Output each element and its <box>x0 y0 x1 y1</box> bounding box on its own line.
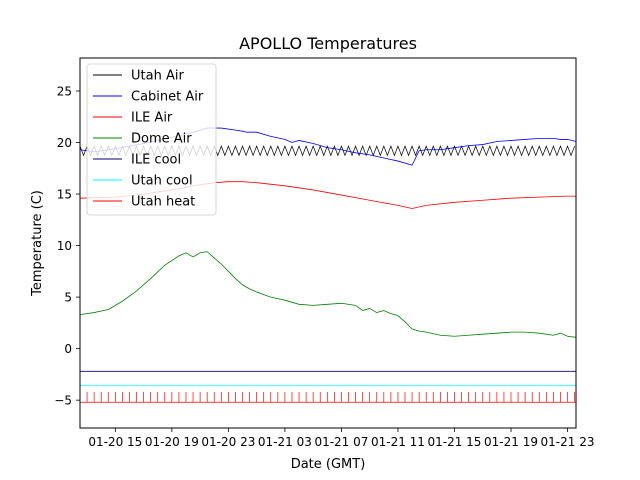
x-axis: 01-20 15 01-20 19 01-20 23 01-21 03 01-21 07… <box>88 428 594 449</box>
legend-item-dome-air: Dome Air <box>93 132 192 147</box>
legend-label: Utah cool <box>131 174 193 189</box>
legend-label: Cabinet Air <box>131 90 204 105</box>
x-tick-label: 01-21 19 <box>484 435 538 449</box>
x-tick-label: 01-21 07 <box>314 435 368 449</box>
x-tick-label: 01-20 15 <box>88 435 142 449</box>
x-tick-label: 01-20 19 <box>145 435 199 449</box>
legend-label: ILE Air <box>131 111 173 126</box>
legend-label: Utah Air <box>131 69 184 84</box>
legend-item-utah-cool: Utah cool <box>93 174 193 189</box>
legend-label: Dome Air <box>131 132 192 147</box>
x-tick-label: 01-21 15 <box>427 435 481 449</box>
y-tick-label: 5 <box>64 291 72 305</box>
y-axis-label: Temperature (C) <box>30 190 45 297</box>
legend-label: Utah heat <box>131 195 195 210</box>
legend-box <box>86 63 217 216</box>
series-utah-heat <box>80 391 576 403</box>
legend-item-ile-cool: ILE cool <box>93 153 181 168</box>
plot-frame <box>79 57 577 429</box>
x-tick-label: 01-21 23 <box>541 435 595 449</box>
y-tick-label: −5 <box>54 394 72 408</box>
x-axis-label: Date (GMT) <box>291 457 366 472</box>
x-tick-label: 01-21 03 <box>258 435 312 449</box>
legend-label: ILE cool <box>131 153 181 168</box>
y-axis: −5 0 5 10 15 20 25 <box>54 84 80 408</box>
chart-title: APOLLO Temperatures <box>239 34 417 53</box>
y-tick-label: 15 <box>57 188 72 202</box>
legend: Utah Air Cabinet Air ILE Air Dome Air ILE co… <box>86 63 217 216</box>
legend-item-cabinet-air: Cabinet Air <box>93 90 204 105</box>
legend-item-utah-air: Utah Air <box>93 69 184 84</box>
y-tick-label: 20 <box>57 136 72 150</box>
x-tick-label: 01-21 11 <box>371 435 425 449</box>
y-tick-label: 25 <box>57 84 72 98</box>
y-tick-label: 0 <box>64 342 72 356</box>
x-tick-label: 01-20 23 <box>201 435 255 449</box>
series-dome-air <box>80 251 576 338</box>
legend-item-utah-heat: Utah heat <box>93 195 195 210</box>
y-tick-label: 10 <box>57 239 72 253</box>
legend-item-ile-air: ILE Air <box>93 111 173 126</box>
